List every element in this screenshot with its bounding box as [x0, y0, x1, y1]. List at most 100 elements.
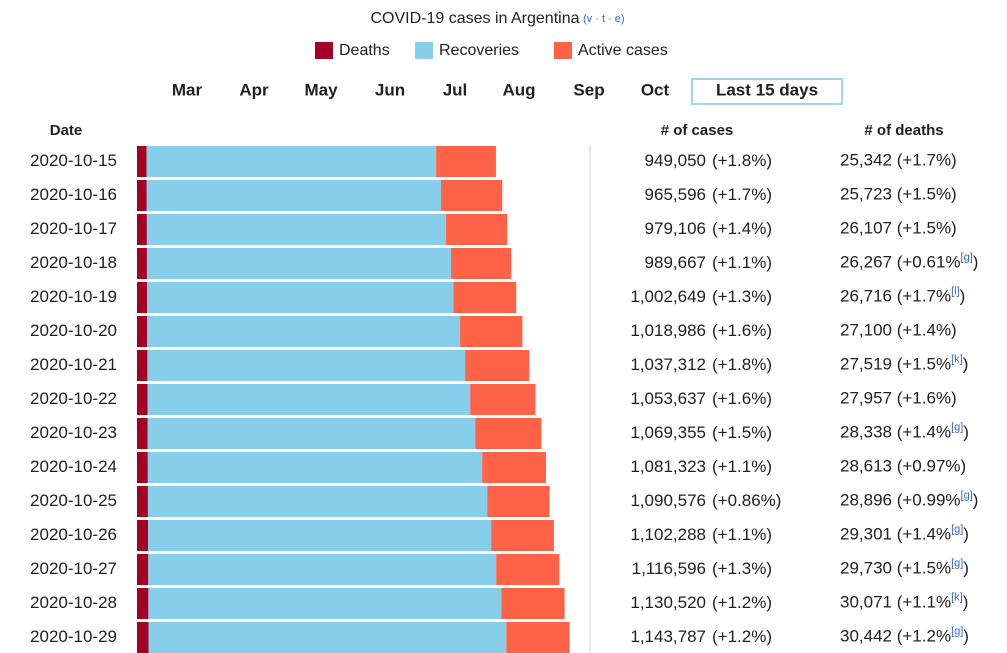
cases-count: 1,053,637	[630, 389, 706, 408]
range-button[interactable]: Aug	[502, 80, 535, 99]
deaths-cell: 26,107 (+1.5%)	[840, 219, 957, 238]
cases-change: (+1.8%)	[712, 151, 772, 170]
date-label: 2020-10-24	[30, 457, 117, 476]
bar-segment	[137, 418, 148, 449]
bar-segment	[501, 588, 565, 619]
footnote-link[interactable]: [g]	[951, 557, 963, 569]
range-button[interactable]: Last 15 days	[716, 80, 818, 99]
bar-segment	[491, 520, 554, 551]
cases-count: 1,090,576	[630, 491, 706, 510]
deaths-text: )	[963, 627, 969, 646]
cases-change: (+1.3%)	[712, 559, 772, 578]
deaths-text: 28,338 (+1.4%	[840, 423, 951, 442]
footnote-link[interactable]: [g]	[951, 421, 963, 433]
cases-count: 1,102,288	[630, 525, 706, 544]
deaths-cell: 27,100 (+1.4%)	[840, 321, 957, 340]
cases-change: (+1.4%)	[712, 219, 772, 238]
vte-links: (v · t · e)	[583, 13, 625, 25]
footnote-link[interactable]: [g]	[961, 251, 973, 263]
footnote-link[interactable]: [k]	[951, 353, 963, 365]
bar-segment	[137, 588, 149, 619]
range-button[interactable]: Apr	[239, 80, 269, 99]
deaths-text: 26,267 (+0.61%	[840, 253, 961, 272]
date-label: 2020-10-15	[30, 151, 117, 170]
bar-segment	[146, 214, 447, 245]
date-label: 2020-10-20	[30, 321, 117, 340]
deaths-header: # of deaths	[864, 122, 943, 139]
legend-label: Active cases	[578, 42, 668, 59]
deaths-text: )	[963, 355, 969, 374]
footnote-link[interactable]: [g]	[951, 523, 963, 535]
deaths-text: 28,613 (+0.97%)	[840, 457, 966, 476]
legend-label: Recoveries	[439, 42, 519, 59]
range-button[interactable]: Jul	[443, 80, 468, 99]
bar-segment	[137, 622, 149, 653]
range-button[interactable]: Mar	[172, 80, 203, 99]
legend-swatch	[315, 42, 333, 59]
footnote-link[interactable]: [k]	[951, 591, 963, 603]
bar-segment	[147, 418, 476, 449]
cases-change: (+1.5%)	[712, 423, 772, 442]
bar-segment	[137, 214, 147, 245]
deaths-cell: 30,071 (+1.1%[k])	[840, 591, 968, 612]
bar-segment	[147, 384, 471, 415]
deaths-cell: 29,301 (+1.4%[g])	[840, 523, 969, 544]
deaths-text: 29,730 (+1.5%	[840, 559, 951, 578]
date-label: 2020-10-21	[30, 355, 117, 374]
deaths-text: 30,442 (+1.2%	[840, 627, 951, 646]
cases-count: 949,050	[645, 151, 706, 170]
cases-change: (+1.2%)	[712, 627, 772, 646]
cases-count: 1,130,520	[630, 593, 706, 612]
deaths-cell: 26,267 (+0.61%[g])	[840, 251, 978, 272]
deaths-text: 27,957 (+1.6%)	[840, 389, 957, 408]
vte-link[interactable]: t	[602, 13, 605, 25]
legend-swatch	[554, 42, 572, 59]
deaths-text: )	[963, 525, 969, 544]
bar-segment	[147, 486, 488, 517]
bar-segment	[496, 554, 560, 585]
date-label: 2020-10-16	[30, 185, 117, 204]
deaths-text: )	[963, 559, 969, 578]
bar-segment	[146, 180, 442, 211]
date-label: 2020-10-26	[30, 525, 117, 544]
deaths-cell: 29,730 (+1.5%[g])	[840, 557, 969, 578]
range-button[interactable]: May	[304, 80, 338, 99]
bar-segment	[446, 214, 508, 245]
cases-header: # of cases	[661, 122, 734, 139]
footnote-link[interactable]: [l]	[951, 285, 960, 297]
bar-segment	[147, 282, 454, 313]
vte-link[interactable]: v	[587, 13, 593, 25]
deaths-cell: 26,716 (+1.7%[l])	[840, 285, 965, 306]
deaths-cell: 28,338 (+1.4%[g])	[840, 421, 969, 442]
bar-segment	[137, 316, 148, 347]
date-label: 2020-10-18	[30, 253, 117, 272]
date-label: 2020-10-27	[30, 559, 117, 578]
range-button[interactable]: Oct	[641, 80, 670, 99]
date-label: 2020-10-23	[30, 423, 117, 442]
cases-change: (+1.3%)	[712, 287, 772, 306]
deaths-cell: 30,442 (+1.2%[g])	[840, 625, 969, 646]
bar-segment	[137, 452, 148, 483]
date-header: Date	[50, 122, 83, 139]
range-button[interactable]: Sep	[573, 80, 604, 99]
cases-change: (+1.2%)	[712, 593, 772, 612]
bar-segment	[137, 486, 148, 517]
vte-link[interactable]: e	[615, 13, 621, 25]
cases-count: 1,018,986	[630, 321, 706, 340]
bar-segment	[137, 248, 147, 279]
deaths-cell: 27,957 (+1.6%)	[840, 389, 957, 408]
date-label: 2020-10-29	[30, 627, 117, 646]
footnote-link[interactable]: [g]	[951, 625, 963, 637]
selected-button-frame[interactable]	[691, 78, 843, 105]
legend-label: Deaths	[339, 42, 390, 59]
footnote-link[interactable]: [g]	[961, 489, 973, 501]
cases-count: 1,116,596	[632, 559, 706, 578]
bar-segment	[506, 622, 570, 653]
range-button[interactable]: Jun	[375, 80, 405, 99]
bar-segment	[137, 180, 147, 211]
bar-segment	[465, 350, 530, 381]
bar-segment	[453, 282, 517, 313]
cases-change: (+1.8%)	[712, 355, 772, 374]
cases-count: 1,143,787	[630, 627, 706, 646]
